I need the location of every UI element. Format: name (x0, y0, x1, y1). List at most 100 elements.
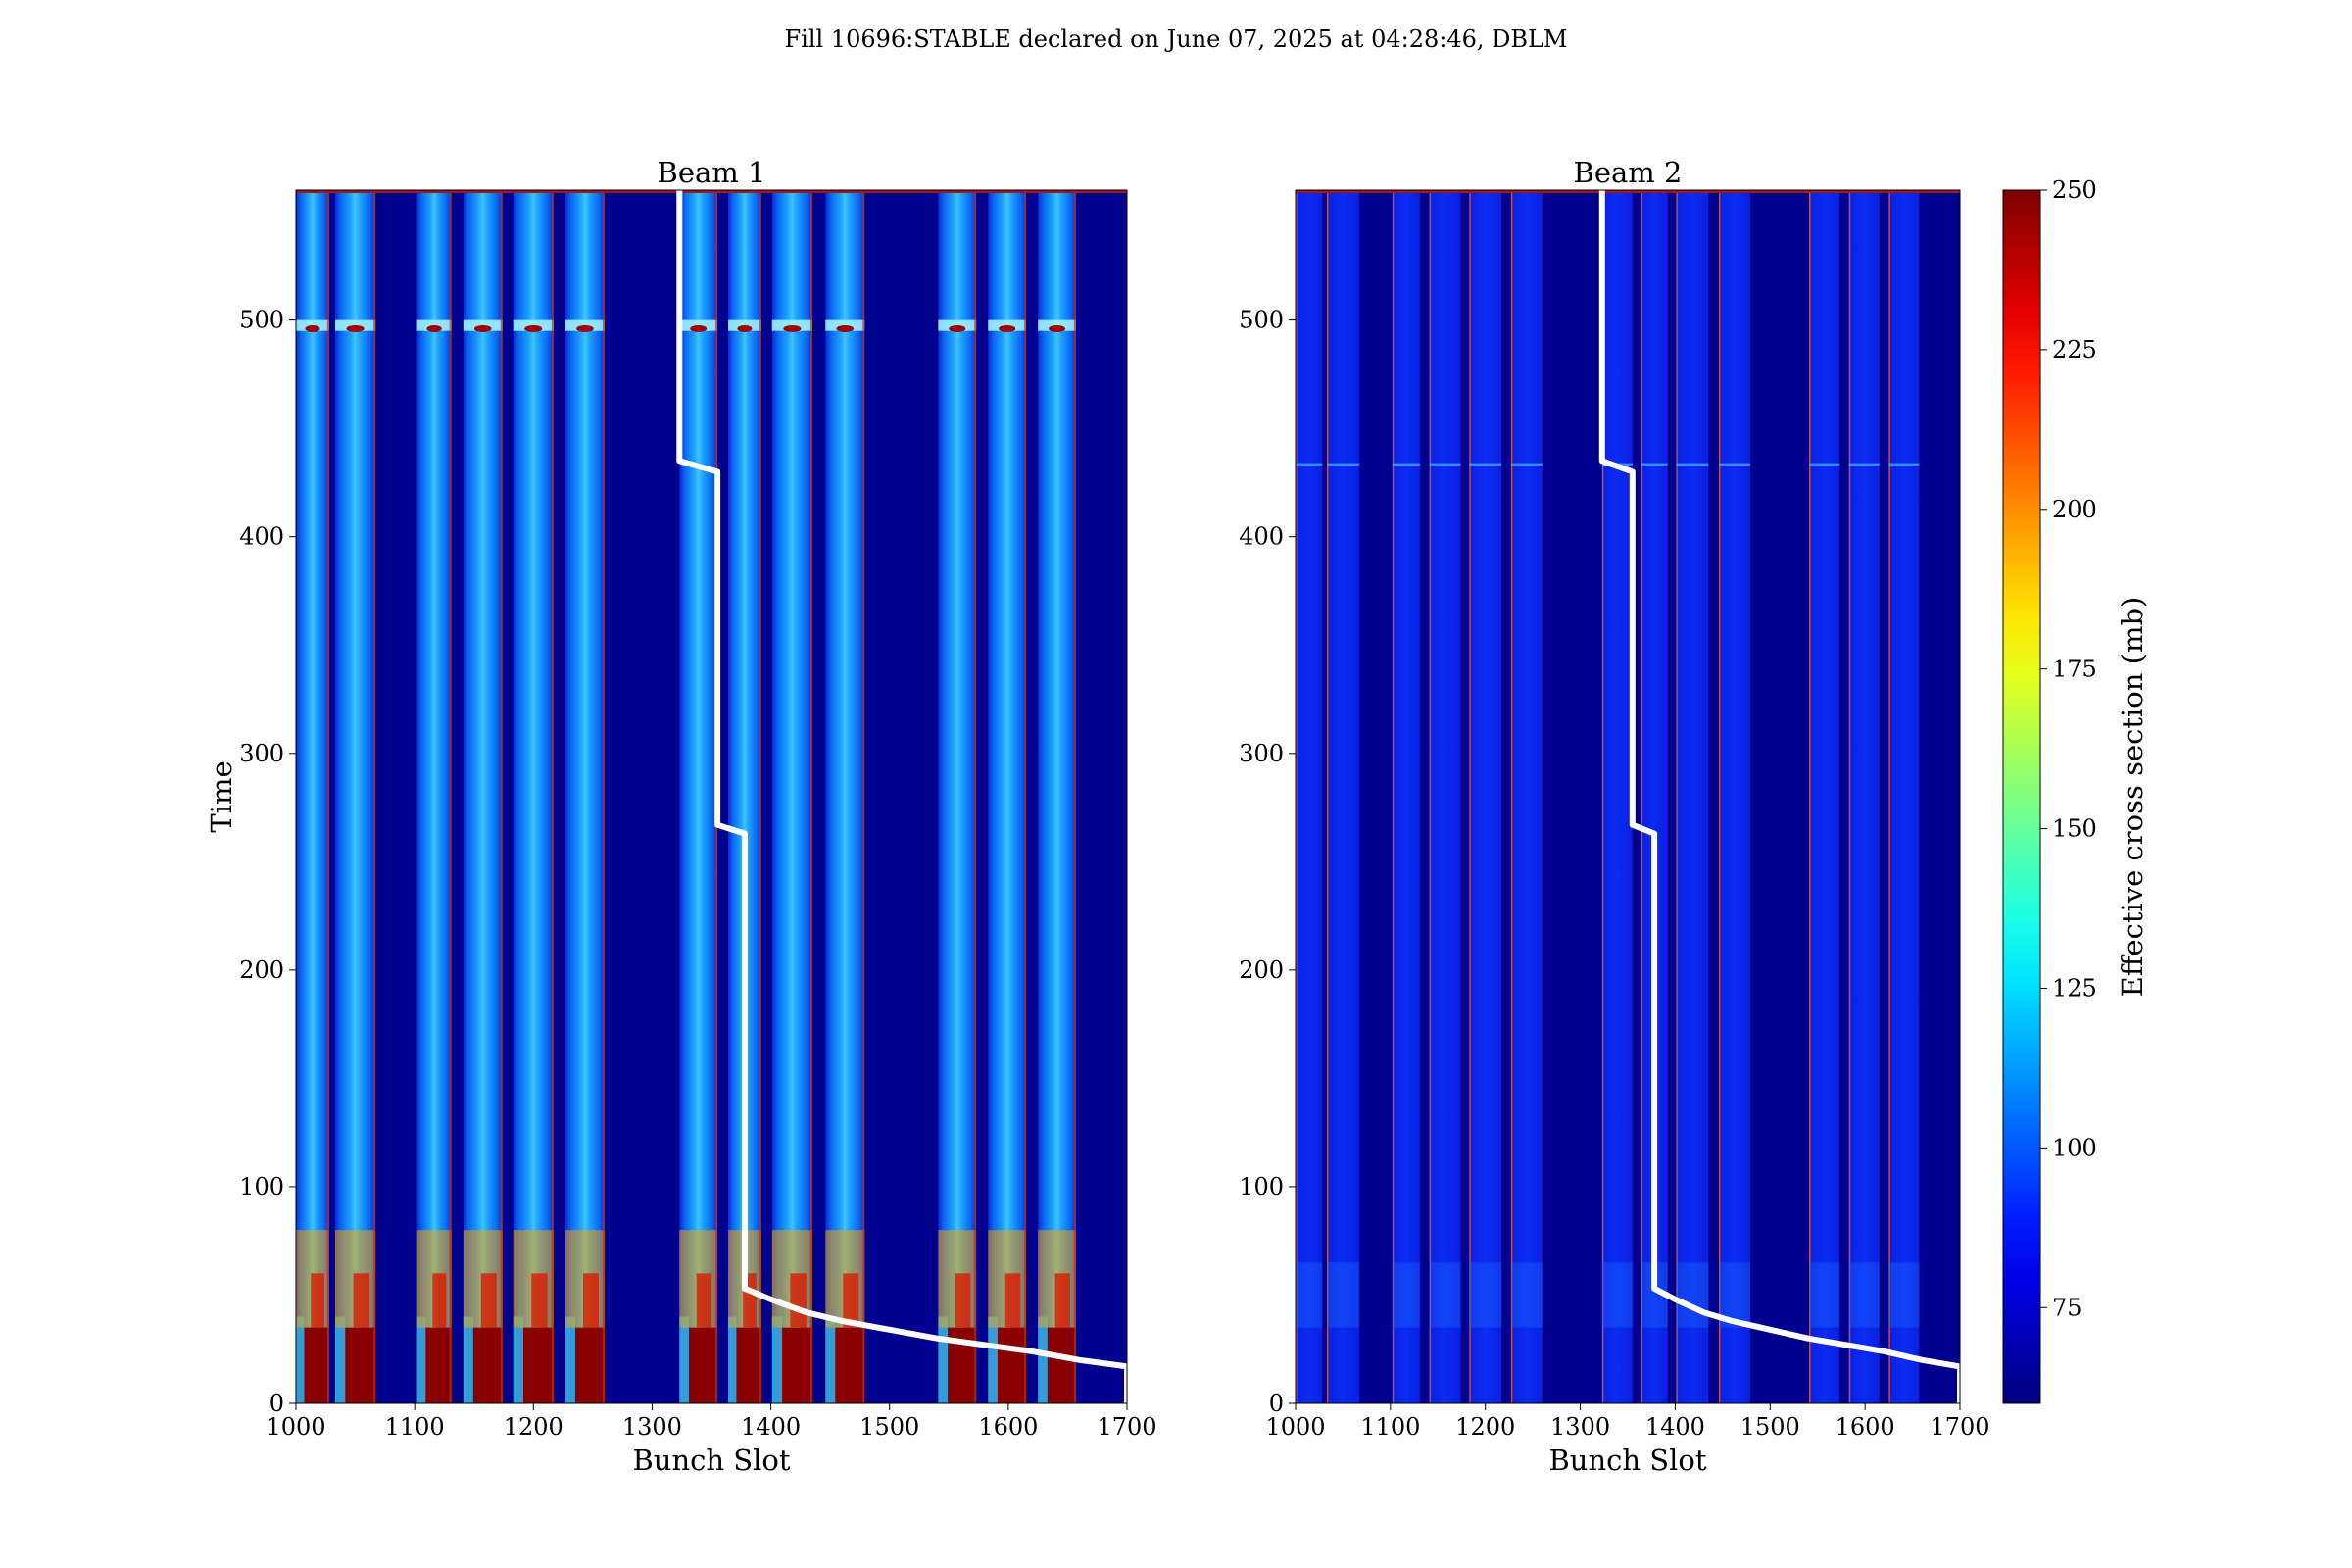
train-band (1326, 463, 1359, 466)
train-column (564, 190, 605, 1403)
train-edge-line (862, 190, 865, 1403)
train-column (1848, 190, 1880, 1403)
axes-frame (1295, 189, 1961, 1404)
train-band-low (1848, 1262, 1880, 1328)
colorbar-tick-label: 125 (2052, 974, 2097, 1002)
train-column (1429, 190, 1461, 1403)
panel-title: Beam 2 (1574, 156, 1683, 189)
panel-beam-1: 1000 1100 1200 1300 1400 1500 1600 1700 0 100 200 3… (205, 156, 1157, 1477)
top-edge-band (1296, 190, 1960, 193)
bunch-train-7 (1601, 190, 1633, 1403)
train-edge-line (1392, 190, 1395, 1403)
train-spike-dot (524, 324, 543, 332)
train-edge-line (1641, 190, 1643, 1403)
train-band-low (1296, 1262, 1323, 1328)
figure-title: Fill 10696:STABLE declared on June 07, 2… (784, 25, 1568, 53)
bunch-train-3 (416, 190, 452, 1403)
x-tick-label: 1500 (1740, 1413, 1800, 1441)
train-edge-glow (416, 1316, 426, 1403)
x-axis-label: Bunch Slot (1548, 1444, 1706, 1477)
bunch-train-11 (1808, 190, 1839, 1403)
train-red-band (696, 1273, 712, 1328)
bunch-train-1 (296, 190, 329, 1403)
train-edge-glow (463, 1316, 473, 1403)
bunch-train-1 (1296, 190, 1323, 1403)
train-spike-dot (836, 324, 855, 332)
train-column (1718, 190, 1750, 1403)
train-column (1510, 190, 1543, 1403)
y-tick-label: 200 (1239, 956, 1284, 984)
train-edge-glow (1038, 1316, 1048, 1403)
train-column (1296, 190, 1323, 1403)
y-tick-label: 100 (239, 1173, 284, 1200)
train-edge-line (551, 190, 554, 1403)
train-edge-line (1848, 190, 1851, 1403)
x-tick-label: 1300 (1550, 1413, 1610, 1441)
train-red-band (955, 1273, 971, 1328)
train-band (1888, 463, 1920, 466)
train-edge-line (500, 190, 503, 1403)
train-column (988, 190, 1027, 1403)
bunch-train-13 (1038, 190, 1076, 1403)
x-tick-label: 1500 (859, 1413, 919, 1441)
panel-beam-2: 1000 1100 1200 1300 1400 1500 1600 1700 0 100 200 3… (1239, 156, 1989, 1477)
train-edge-line (1718, 190, 1721, 1403)
train-band-low (1429, 1262, 1461, 1328)
train-column (679, 190, 718, 1403)
x-tick-label: 1100 (385, 1413, 445, 1441)
train-edge-glow (727, 1316, 737, 1403)
x-tick-label: 1700 (1930, 1413, 1989, 1441)
x-tick-label: 1400 (1645, 1413, 1705, 1441)
bunch-train-7 (679, 190, 718, 1403)
colorbar-tick-label: 100 (2052, 1134, 2097, 1161)
train-edge-glow (771, 1316, 783, 1403)
bunch-train-9 (771, 190, 812, 1403)
bunch-train-5 (1469, 190, 1502, 1403)
bunch-train-6 (564, 190, 605, 1403)
colorbar-tick-label: 75 (2052, 1294, 2082, 1321)
bunch-train-5 (513, 190, 554, 1403)
train-edge-line (1676, 190, 1678, 1403)
train-edge-line (759, 190, 761, 1403)
y-tick-label: 200 (239, 956, 284, 984)
train-edge-line (1429, 190, 1432, 1403)
bunch-train-2 (334, 190, 376, 1403)
train-edge-line (326, 190, 329, 1403)
y-tick-label: 500 (1239, 307, 1284, 334)
train-spike-dot (737, 324, 753, 332)
axes-frame (295, 189, 1128, 1404)
train-edge-line (974, 190, 977, 1403)
train-edge-line (1296, 190, 1298, 1403)
train-spike-dot (949, 324, 966, 332)
train-band-low (1808, 1262, 1839, 1328)
x-tick-label: 1300 (622, 1413, 682, 1441)
train-spike-dot (576, 324, 594, 332)
colorbar-tick-label: 150 (2052, 815, 2097, 843)
train-spike-dot (999, 324, 1016, 332)
train-edge-line (373, 190, 376, 1403)
train-red-band (311, 1273, 324, 1328)
x-tick-label: 1100 (1360, 1413, 1420, 1441)
panel-title: Beam 1 (658, 156, 766, 189)
y-tick-label: 500 (239, 307, 284, 334)
train-band (1392, 463, 1420, 466)
x-tick-label: 1000 (266, 1413, 325, 1441)
train-band-low (1888, 1262, 1920, 1328)
train-column (1326, 190, 1359, 1403)
x-tick-label: 1200 (504, 1413, 564, 1441)
train-band-low (1676, 1262, 1709, 1328)
train-band (1808, 463, 1839, 466)
bunch-train-6 (1510, 190, 1543, 1403)
train-band-low (1601, 1262, 1633, 1328)
train-edge-glow (334, 1316, 346, 1403)
train-spike-dot (426, 324, 442, 332)
x-axis-label: Bunch Slot (632, 1444, 790, 1477)
train-edge-line (1326, 190, 1329, 1403)
colorbar-tick-label: 175 (2052, 656, 2097, 683)
y-tick-label: 100 (1239, 1173, 1284, 1200)
bunch-train-4 (1429, 190, 1461, 1403)
overlay-line (1598, 190, 1963, 1403)
train-column (1888, 190, 1920, 1403)
train-spike-dot (783, 324, 802, 332)
train-band (1296, 463, 1323, 466)
